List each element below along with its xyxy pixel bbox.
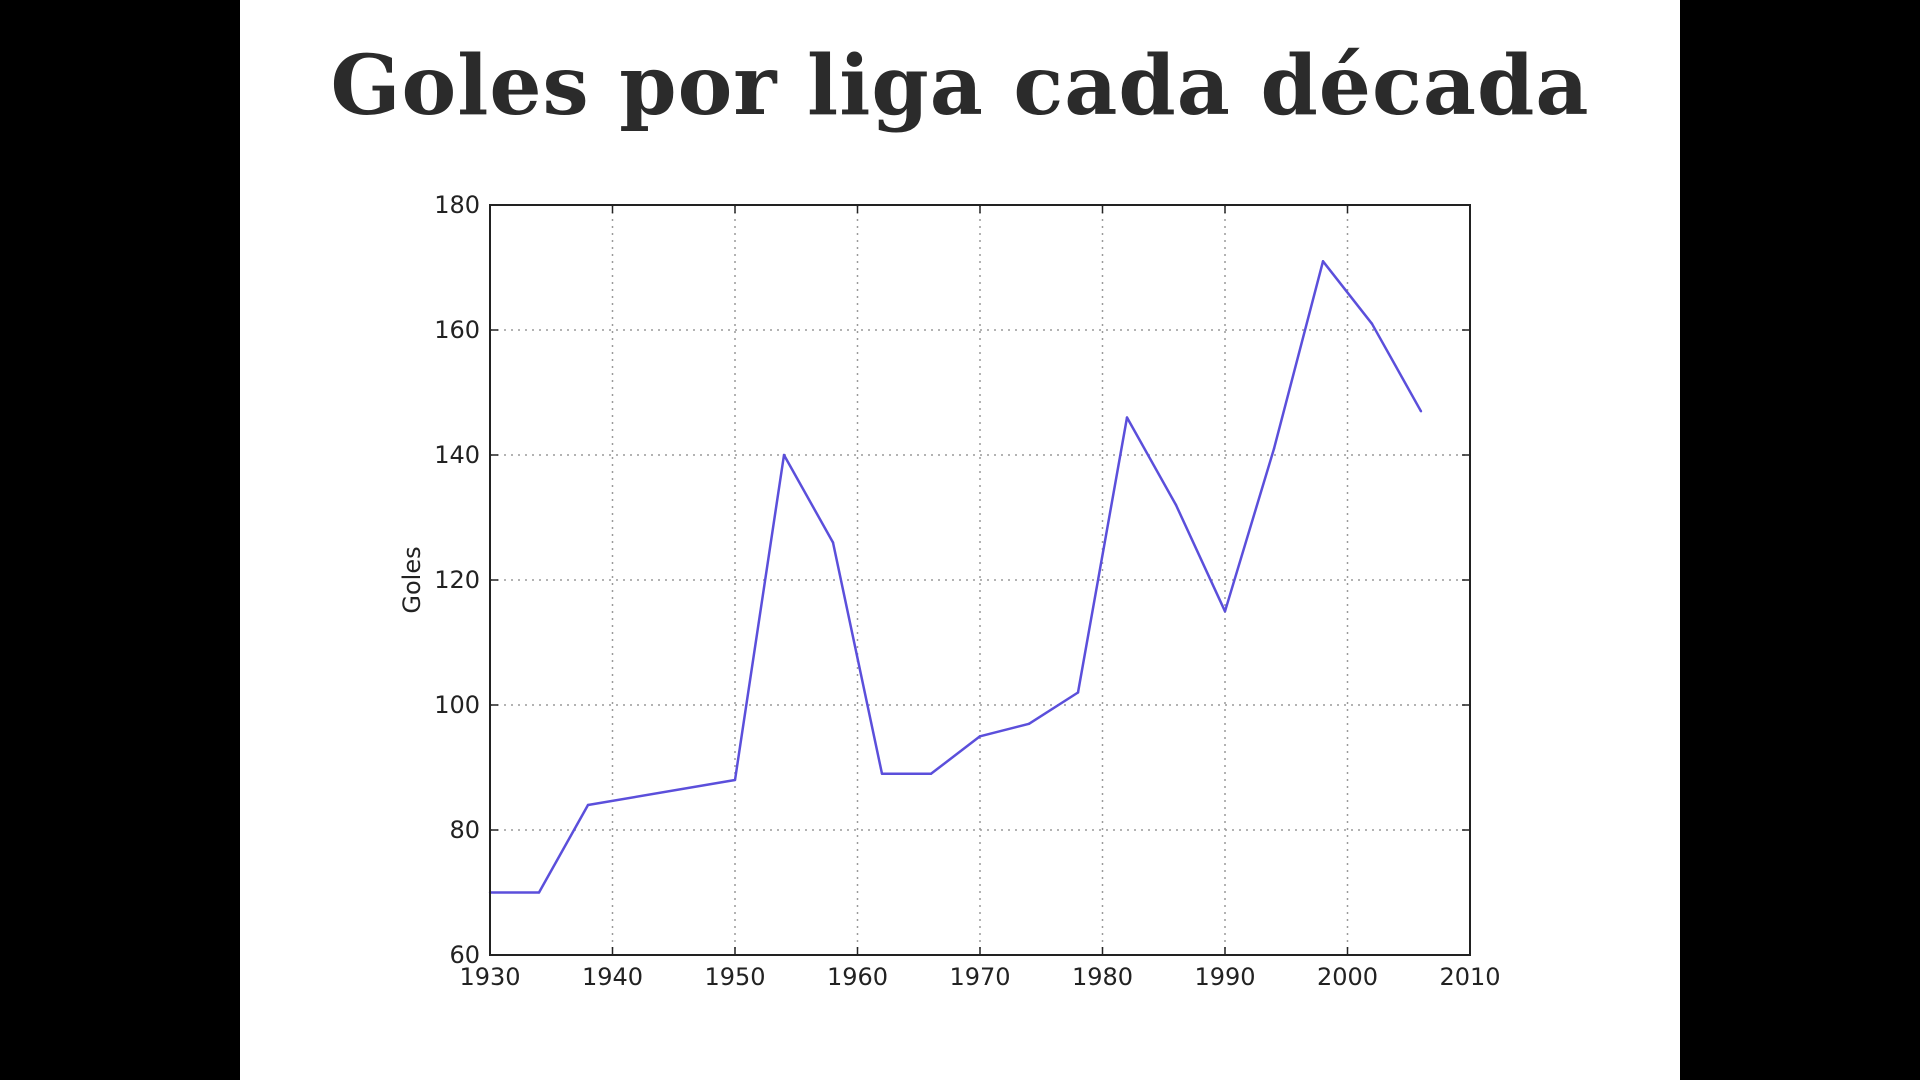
x-tick-label: 1950 <box>704 963 765 991</box>
x-tick-label: 1960 <box>827 963 888 991</box>
y-tick-label: 180 <box>434 191 480 219</box>
x-tick-label: 1970 <box>949 963 1010 991</box>
data-point <box>537 891 541 894</box>
data-point <box>1419 410 1423 413</box>
series-line <box>490 260 1423 894</box>
data-point <box>1370 322 1374 325</box>
y-tick-label: 120 <box>434 566 480 594</box>
data-point <box>929 772 933 775</box>
grid-lines <box>490 205 1470 955</box>
tick-labels: 1930 1940 1950 1960 1970 1980 1990 2000 2010 60 80… <box>434 191 1500 991</box>
x-tick-label: 1930 <box>459 963 520 991</box>
data-point <box>1027 722 1031 725</box>
line-chart: 1930 1940 1950 1960 1970 1980 1990 2000 2010 60 80… <box>398 191 1501 991</box>
data-point <box>880 772 884 775</box>
y-tick-label: 100 <box>434 691 480 719</box>
x-tick-label: 1990 <box>1194 963 1255 991</box>
x-tick-label: 1980 <box>1072 963 1133 991</box>
data-point <box>1076 691 1080 694</box>
slide: Goles por liga cada década 1930 1940 1950 1… <box>240 0 1680 1080</box>
plot-frame <box>489 204 1471 956</box>
data-point <box>1272 447 1276 450</box>
data-point <box>1223 610 1227 613</box>
y-axis-label: Goles <box>398 546 426 613</box>
data-point <box>733 778 737 782</box>
data-point <box>1125 416 1129 419</box>
data-point <box>831 541 835 544</box>
data-point <box>1174 503 1178 507</box>
series-layer <box>488 260 1423 894</box>
y-tick-label: 160 <box>434 316 480 344</box>
y-tick-label: 140 <box>434 441 480 469</box>
x-tick-label: 1940 <box>582 963 643 991</box>
x-tick-label: 2010 <box>1439 963 1500 991</box>
data-point <box>586 803 590 807</box>
data-point <box>978 735 982 738</box>
data-point <box>1321 260 1325 263</box>
chart-title: Goles por liga cada década <box>330 38 1590 134</box>
x-tick-label: 2000 <box>1317 963 1378 991</box>
y-tick-label: 80 <box>449 816 480 844</box>
y-tick-label: 60 <box>449 941 480 969</box>
data-point <box>782 453 786 457</box>
